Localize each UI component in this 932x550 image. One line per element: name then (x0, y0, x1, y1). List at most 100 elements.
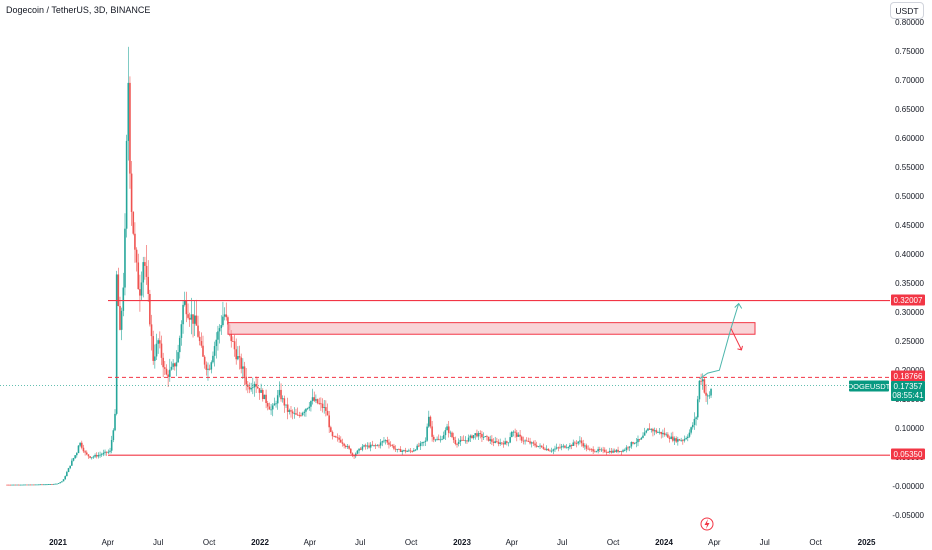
candle-body (492, 441, 495, 443)
candle-body (688, 432, 691, 437)
candle-body (276, 395, 279, 404)
candle-body (535, 445, 538, 447)
candle-body (517, 434, 520, 437)
candle-body (19, 484, 22, 486)
candle-body (134, 233, 136, 250)
time-tick-label: 2023 (453, 538, 471, 547)
candle-body (240, 357, 242, 369)
candle-body (401, 450, 404, 452)
candle-body (693, 418, 696, 425)
candle-body (532, 442, 535, 444)
candle-body (265, 394, 267, 403)
candle-body (114, 413, 116, 431)
candle-body (432, 436, 435, 440)
candle-body (208, 368, 211, 370)
candle-body (572, 442, 575, 447)
candle-body (366, 445, 369, 447)
price-tick-label: 0.75000 (895, 47, 924, 56)
dashed-level-price-label: 0.18766 (891, 370, 925, 382)
resistance-zone[interactable] (227, 322, 756, 335)
candle-body (177, 352, 179, 363)
candle-body (72, 458, 75, 461)
candle-body (94, 454, 96, 457)
candle-body (549, 450, 551, 452)
candle-body (660, 431, 663, 435)
candle-body (529, 441, 531, 444)
candle-body (260, 390, 262, 393)
candle-body (346, 446, 349, 448)
candle-body (69, 465, 71, 469)
candle-body (22, 484, 25, 486)
candle-body (252, 387, 254, 389)
candle-body (237, 356, 239, 360)
candle-body (562, 445, 565, 447)
currency-unit-button[interactable]: USDT (890, 2, 924, 19)
candle-body (690, 427, 692, 433)
candle-body (610, 450, 613, 453)
projection-down-path[interactable] (730, 328, 742, 351)
candle-body (481, 433, 483, 438)
candle-body (316, 399, 319, 404)
candle-body (388, 442, 390, 445)
price-tick-label: 0.55000 (895, 163, 924, 172)
candle-body (222, 316, 224, 326)
candle-body (506, 441, 508, 443)
candle-body (451, 432, 453, 438)
candle-body (200, 341, 203, 346)
candle-body (333, 436, 335, 437)
candle-body (663, 432, 666, 435)
candle-body (142, 262, 145, 283)
candle-body (662, 432, 664, 435)
time-tick-label: Jul (153, 538, 163, 547)
candle-body (168, 369, 171, 377)
candle-body (620, 450, 623, 452)
candle-body (129, 82, 131, 174)
candle-body (29, 484, 32, 486)
candle-body (36, 484, 38, 486)
candle-body (501, 442, 503, 444)
candle-body (371, 444, 374, 446)
candle-body (9, 484, 12, 486)
candle-body (160, 343, 163, 358)
projection-up-path[interactable] (699, 303, 740, 380)
candle-body (600, 449, 603, 451)
candle-body (403, 450, 405, 451)
price-tick-label: 0.80000 (895, 18, 924, 27)
candle-body (602, 449, 604, 451)
candle-body (477, 433, 480, 437)
candle-body (273, 403, 276, 406)
candle-body (66, 472, 68, 477)
candle-body (603, 449, 606, 452)
candle-body (147, 276, 150, 294)
flash-icon[interactable] (700, 517, 714, 531)
candle-body (140, 282, 143, 296)
candle-body (652, 428, 654, 432)
candle-body (665, 434, 668, 436)
candle-body (152, 336, 154, 361)
candle-body (315, 399, 317, 401)
candle-body (359, 448, 362, 450)
candle-body (605, 451, 608, 453)
candle-body (305, 408, 307, 412)
candle-body (617, 449, 619, 452)
candle-body (87, 454, 90, 457)
candle-body (340, 439, 342, 443)
candle-body (207, 368, 209, 370)
candle-body (565, 447, 568, 449)
candle-body (162, 357, 164, 368)
candle-body (14, 484, 17, 486)
candle-body (708, 395, 711, 397)
candle-body (54, 483, 57, 485)
candle-body (344, 445, 347, 448)
candle-body (527, 441, 530, 442)
candle-body (90, 457, 93, 459)
candle-body (335, 436, 337, 438)
candle-body (472, 435, 475, 439)
candle-body (180, 324, 183, 338)
candle-body (104, 451, 106, 453)
candle-body (444, 430, 447, 436)
candle-body (95, 454, 98, 457)
candlestick-series (6, 46, 712, 486)
candle-body (348, 446, 350, 449)
